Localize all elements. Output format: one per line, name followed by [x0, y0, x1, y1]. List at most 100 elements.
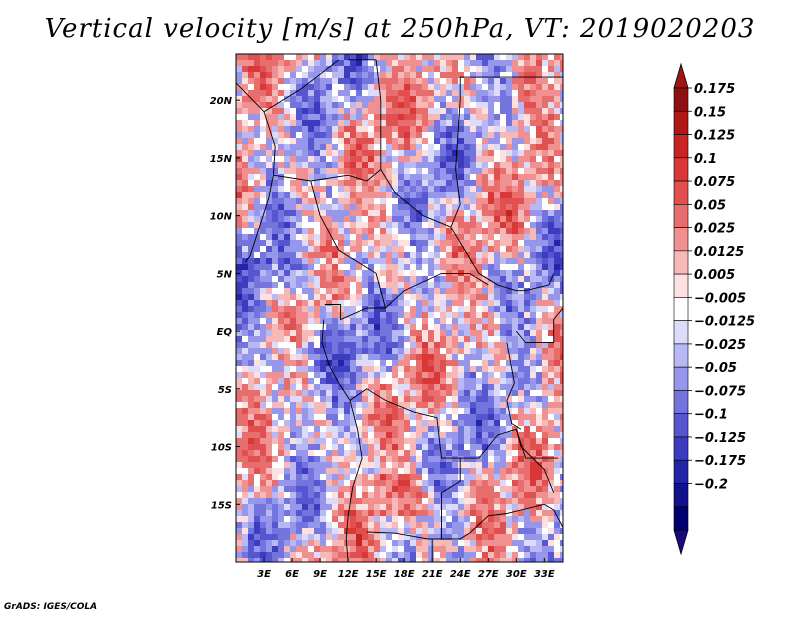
field-cell	[542, 462, 548, 468]
field-cell	[482, 216, 488, 222]
field-cell	[320, 204, 326, 210]
field-cell	[374, 366, 380, 372]
field-cell	[452, 504, 458, 510]
field-cell	[278, 258, 284, 264]
colorbar-label: −0.175	[694, 454, 746, 469]
field-cell	[242, 330, 248, 336]
field-cell	[446, 396, 452, 402]
field-cell	[338, 162, 344, 168]
field-cell	[500, 534, 506, 540]
field-cell	[524, 306, 530, 312]
field-cell	[440, 528, 446, 534]
field-cell	[362, 186, 368, 192]
field-cell	[410, 156, 416, 162]
field-cell	[536, 324, 542, 330]
field-cell	[446, 318, 452, 324]
field-cell	[488, 150, 494, 156]
field-cell	[296, 222, 302, 228]
field-cell	[458, 66, 464, 72]
field-cell	[290, 324, 296, 330]
field-cell	[410, 186, 416, 192]
field-cell	[284, 558, 290, 562]
field-cell	[446, 234, 452, 240]
field-cell	[542, 126, 548, 132]
field-cell	[530, 492, 536, 498]
field-cell	[350, 126, 356, 132]
field-cell	[500, 150, 506, 156]
field-cell	[554, 450, 560, 456]
field-cell	[392, 108, 398, 114]
field-cell	[302, 342, 308, 348]
field-cell	[284, 204, 290, 210]
field-cell	[320, 186, 326, 192]
field-cell	[284, 282, 290, 288]
field-cell	[416, 324, 422, 330]
field-cell	[422, 408, 428, 414]
field-cell	[272, 396, 278, 402]
field-cell	[296, 360, 302, 366]
field-cell	[560, 312, 563, 318]
field-cell	[452, 312, 458, 318]
field-cell	[332, 126, 338, 132]
y-tick-label: EQ	[217, 327, 233, 338]
field-cell	[308, 210, 314, 216]
field-cell	[362, 528, 368, 534]
field-cell	[266, 228, 272, 234]
colorbar-label: 0.175	[694, 82, 735, 97]
field-cell	[320, 498, 326, 504]
field-cell	[296, 90, 302, 96]
field-cell	[380, 408, 386, 414]
field-cell	[452, 432, 458, 438]
field-cell	[452, 108, 458, 114]
field-cell	[386, 552, 392, 558]
field-cell	[380, 234, 386, 240]
field-cell	[554, 204, 560, 210]
field-cell	[248, 234, 254, 240]
field-cell	[386, 174, 392, 180]
field-cell	[266, 360, 272, 366]
field-cell	[362, 150, 368, 156]
field-cell	[332, 534, 338, 540]
field-cell	[302, 174, 308, 180]
field-cell	[380, 264, 386, 270]
field-cell	[536, 468, 542, 474]
field-cell	[332, 510, 338, 516]
field-cell	[458, 450, 464, 456]
field-cell	[248, 216, 254, 222]
field-cell	[272, 168, 278, 174]
field-cell	[500, 174, 506, 180]
field-cell	[542, 276, 548, 282]
field-cell	[476, 486, 482, 492]
field-cell	[242, 66, 248, 72]
field-cell	[380, 456, 386, 462]
field-cell	[362, 192, 368, 198]
field-cell	[494, 90, 500, 96]
field-cell	[284, 426, 290, 432]
field-cell	[290, 132, 296, 138]
field-cell	[446, 66, 452, 72]
field-cell	[536, 432, 542, 438]
field-cell	[350, 528, 356, 534]
field-cell	[308, 288, 314, 294]
field-cell	[332, 300, 338, 306]
field-cell	[452, 252, 458, 258]
field-cell	[554, 270, 560, 276]
field-cell	[350, 306, 356, 312]
field-cell	[446, 354, 452, 360]
field-cell	[362, 498, 368, 504]
field-cell	[428, 510, 434, 516]
field-cell	[266, 468, 272, 474]
field-cell	[476, 510, 482, 516]
field-cell	[314, 420, 320, 426]
field-cell	[368, 414, 374, 420]
field-cell	[434, 300, 440, 306]
field-cell	[368, 204, 374, 210]
field-cell	[500, 144, 506, 150]
field-cell	[284, 216, 290, 222]
field-cell	[500, 372, 506, 378]
field-cell	[446, 492, 452, 498]
field-cell	[278, 546, 284, 552]
field-cell	[374, 444, 380, 450]
field-cell	[488, 156, 494, 162]
field-cell	[512, 486, 518, 492]
